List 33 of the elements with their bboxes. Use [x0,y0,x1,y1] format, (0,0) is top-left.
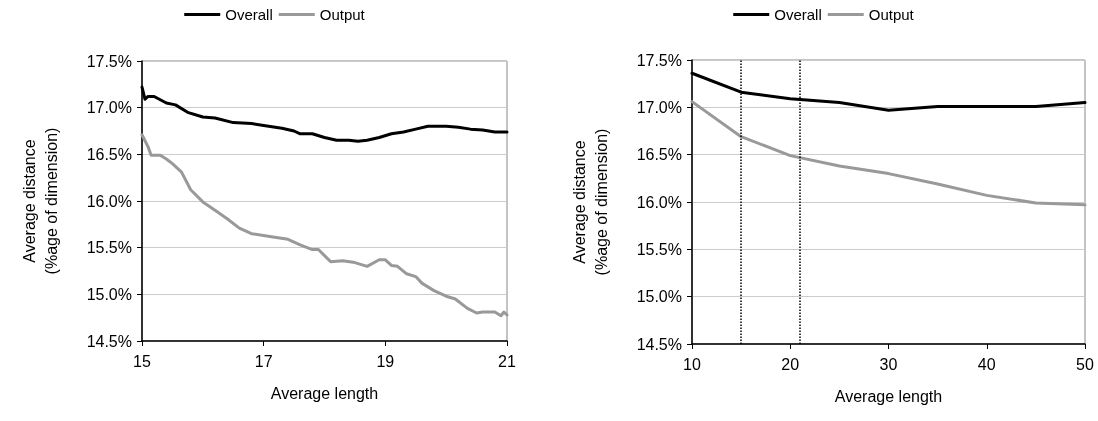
y-axis-title: Average distance (%age of dimension) [20,127,60,275]
y-tick-label: 14.5% [86,332,132,350]
y-tick-label: 14.5% [636,335,682,353]
x-tick-label: 19 [376,352,395,370]
y-tick-label: 16.5% [636,146,682,164]
legend-label: Overall [225,6,273,23]
y-tick-label: 17.0% [636,98,682,116]
y-tick-label: 17.5% [86,52,132,70]
x-axis-title: Average length [270,384,379,402]
y-tick-label: 16.5% [86,145,132,163]
x-tick-label: 15 [133,352,151,370]
legend-label: Output [319,6,366,23]
y-tick-label: 16.0% [636,193,682,211]
legend-label: Overall [774,6,822,23]
y-tick-label: 17.0% [86,99,132,117]
x-axis-title: Average length [834,387,943,405]
y-tick-label: 17.5% [636,51,682,69]
x-tick-label: 21 [498,352,516,370]
x-tick-label: 40 [977,355,996,373]
y-tick-label: 15.0% [86,285,132,303]
y-tick-label: 15.5% [636,240,682,258]
x-tick-label: 30 [879,355,898,373]
y-axis-title: Average distance (%age of dimension) [570,128,610,276]
line-series [140,133,509,318]
x-tick-label: 20 [781,355,800,373]
y-tick-label: 16.0% [86,192,132,210]
y-tick-label: 15.0% [636,288,682,306]
x-tick-label: 17 [254,352,273,370]
line-series [690,100,1087,207]
legend-label: Output [868,6,915,23]
x-tick-label: 50 [1076,355,1094,373]
y-tick-label: 15.5% [86,239,132,257]
x-tick-label: 10 [683,355,701,373]
